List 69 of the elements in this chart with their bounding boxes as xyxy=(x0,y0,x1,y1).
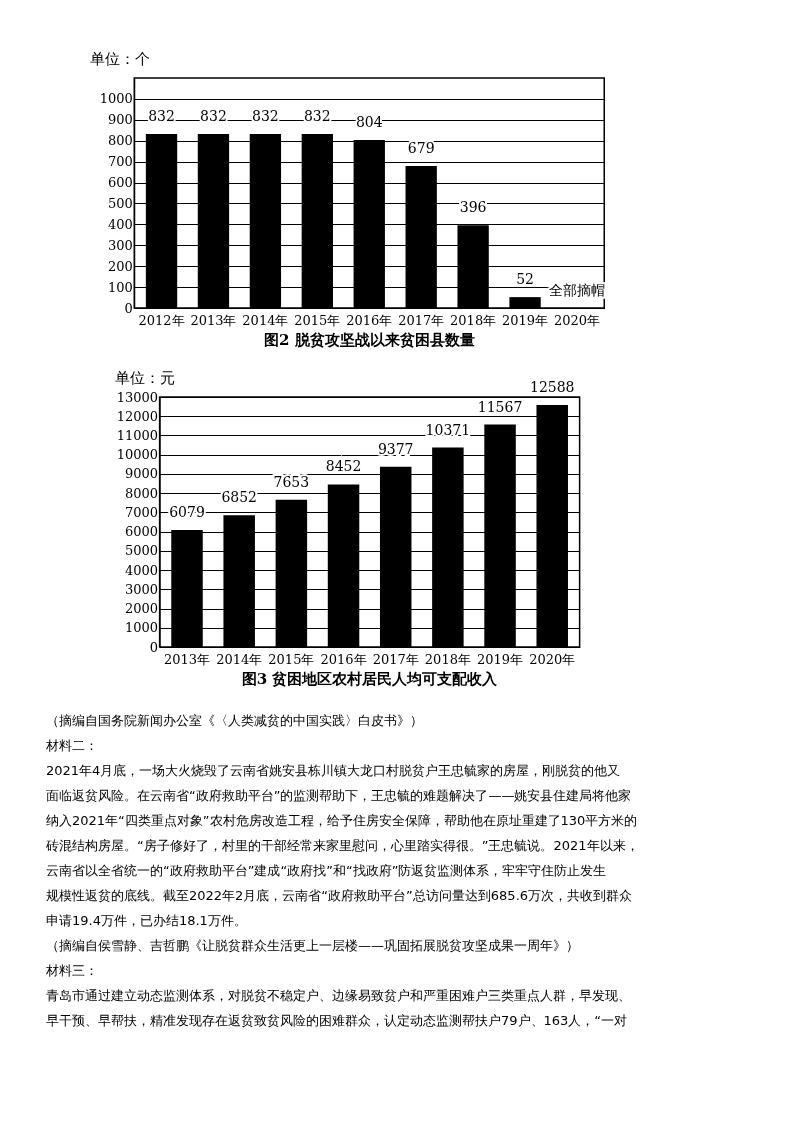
y-tick-label: 2000 xyxy=(125,601,159,617)
y-tick-label: 400 xyxy=(107,216,133,232)
y-tick-label: 9000 xyxy=(125,466,159,482)
y-axis-title: 单位：个 xyxy=(89,49,150,68)
data-label: 12588 xyxy=(529,378,575,395)
x-tick-label: 2019年 xyxy=(477,651,524,667)
x-tick-label: 2018年 xyxy=(450,312,497,328)
y-tick-label: 5000 xyxy=(125,543,159,559)
text: （摘编自国务院新闻办公室《〈人类减贫的中国实践〉白皮书》） xyxy=(46,712,423,728)
y-tick-label: 3000 xyxy=(125,581,159,597)
y-tick-label: 500 xyxy=(107,195,133,211)
text: 图3 贫困地区农村居民人均可支配收入 xyxy=(241,670,499,688)
x-tick-label: 2020年 xyxy=(553,312,601,328)
y-tick-label: 200 xyxy=(107,258,133,274)
y-tick-label: 4000 xyxy=(125,562,159,578)
text: 2021年4月底，一场大火烧毁了云南省姚安县栋川镇大龙口村脱贫户王忠毓家的房屋，刚脱贫的他又 xyxy=(46,762,621,778)
data-label: 9377 xyxy=(377,440,414,457)
x-tick-label: 2014年 xyxy=(242,312,289,328)
x-tick-label: 2013年 xyxy=(163,651,211,667)
y-tick-label: 1000 xyxy=(99,91,133,107)
y-tick-label: 0 xyxy=(149,639,159,655)
data-label: 6852 xyxy=(221,489,258,506)
x-tick-label: 2016年 xyxy=(346,312,393,328)
y-tick-label: 700 xyxy=(107,154,133,170)
text: 规模性返贫的底线。截至2022年2月底，云南省“政府救助平台”总访问量达到685.6万次，共收到群众 xyxy=(46,887,633,903)
y-tick-label: 10000 xyxy=(116,447,159,463)
text: 青岛市通过建立动态监测体系，对脱贫不稳定户、边缘易致贫户和严重困难户三类重点人群，早发现、 xyxy=(46,987,631,1003)
y-tick-label: 800 xyxy=(107,133,133,149)
x-tick-label: 2013年 xyxy=(190,312,237,328)
x-tick-label: 2019年 xyxy=(502,312,549,328)
x-tick-label: 2020年 xyxy=(529,651,576,667)
x-tick-label: 2012年 xyxy=(138,312,185,328)
text: （摘编自侯雪静、吉哲鹏《让脱贫群众生活更上一层楼——巩固拓展脱贫攻坚成果一周年》） xyxy=(46,937,579,953)
data-label: 8452 xyxy=(325,458,362,475)
data-label: 679 xyxy=(407,140,435,157)
y-tick-label: 100 xyxy=(107,279,133,295)
text: 面临返贫风险。在云南省“政府救助平台”的监测帮助下，王忠毓的难题解决了——姚安县住建局将他家 xyxy=(46,787,632,803)
x-tick-label: 2017年 xyxy=(372,651,419,667)
text: 图2 脱贫攻坚战以来贫困县数量 xyxy=(263,331,475,349)
x-tick-label: 2018年 xyxy=(424,651,471,667)
y-tick-label: 600 xyxy=(107,175,133,191)
y-tick-label: 6000 xyxy=(125,524,159,540)
data-label: 10371 xyxy=(425,421,471,438)
y-tick-label: 1000 xyxy=(125,620,159,636)
y-tick-label: 300 xyxy=(107,237,133,253)
x-tick-label: 2015年 xyxy=(268,651,315,667)
x-tick-label: 2014年 xyxy=(216,651,263,667)
y-tick-label: 12000 xyxy=(116,408,159,424)
text: 材料三： xyxy=(45,962,98,978)
y-tick-label: 13000 xyxy=(116,389,159,405)
text: 云南省以全省统一的“政府救助平台”建成“政府找”和“找政府”防返贫监测体系，牢牢守住防止发生 xyxy=(46,862,607,878)
text: 申请19.4万件，已办结18.1万件。 xyxy=(46,912,247,928)
data-label: 7653 xyxy=(273,473,310,490)
data-label: 52 xyxy=(516,271,534,288)
text: 纳入2021年“四类重点对象”农村危房改造工程，给予住房安全保障，帮助他在原址重建了130平方米的 xyxy=(46,812,638,828)
y-tick-label: 0 xyxy=(124,300,133,316)
y-tick-label: 11000 xyxy=(116,427,159,443)
text: 早干预、早帮扶，精准发现存在返贫致贫风险的困难群众，认定动态监测帮扶户79户、163人，“一对 xyxy=(46,1012,628,1028)
x-tick-label: 2015年 xyxy=(294,312,341,328)
y-tick-label: 8000 xyxy=(125,485,159,501)
y-tick-label: 7000 xyxy=(125,504,159,520)
text: 砖混结构房屋。“房子修好了，村里的干部经常来家里慰问，心里踏实得很。”王忠毓说。2021年以来， xyxy=(45,837,639,853)
x-tick-label: 2017年 xyxy=(398,312,445,328)
y-axis-title: 单位：元 xyxy=(115,368,176,387)
data-label: 11567 xyxy=(477,398,523,415)
x-tick-label: 2016年 xyxy=(320,651,367,667)
y-tick-label: 900 xyxy=(107,112,133,128)
text: 材料二： xyxy=(45,737,98,753)
data-label: 396 xyxy=(459,199,487,216)
